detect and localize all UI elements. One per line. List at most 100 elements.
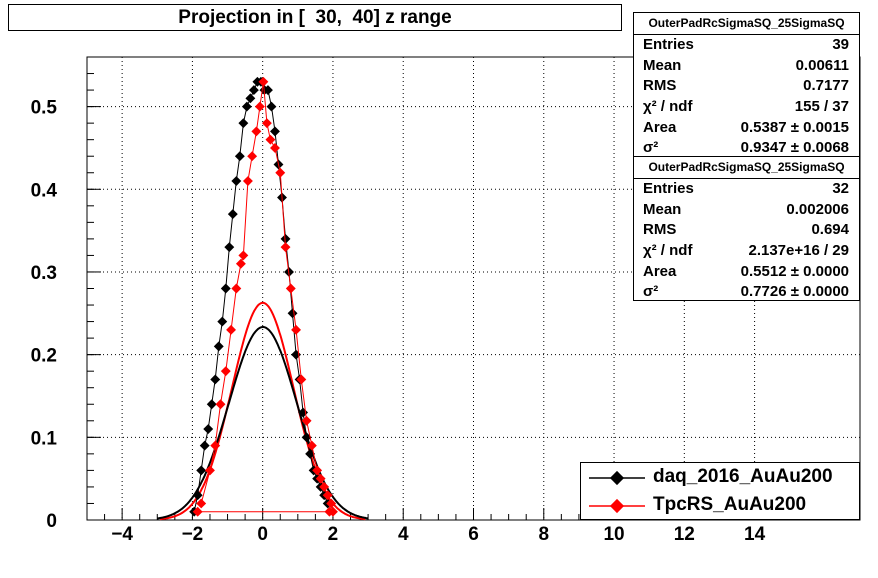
data-point-daq (301, 432, 312, 443)
data-point-tpcrs (215, 399, 226, 410)
data-point-tpcrs (280, 242, 291, 253)
stats-value: 0.00611 (795, 56, 849, 74)
stats-label: χ² / ndf (643, 242, 693, 260)
y-tick-label: 0.1 (31, 428, 58, 449)
stats-label: σ² (643, 283, 659, 301)
stats-label: Mean (643, 200, 682, 218)
stats-value: 0.9347 ± 0.0068 (740, 139, 849, 157)
data-point-daq (213, 341, 224, 352)
data-point-tpcrs (291, 324, 302, 335)
stats-value: 0.694 (811, 221, 849, 239)
data-point-daq (287, 308, 298, 319)
stats-header: OuterPadRcSigmaSQ_25SigmaSQ (634, 13, 859, 35)
stats-value: 39 (832, 36, 849, 53)
data-point-tpcrs (296, 374, 307, 385)
x-tick-label: 8 (538, 524, 549, 545)
data-point-tpcrs (322, 490, 333, 501)
legend-marker-daq (589, 470, 645, 486)
stats-value: 0.7177 (803, 77, 849, 95)
data-point-tpcrs (247, 151, 258, 162)
data-point-daq (199, 440, 210, 451)
stats-label: Area (643, 118, 677, 136)
data-point-daq (241, 101, 252, 112)
data-point-tpcrs (231, 283, 242, 294)
legend: daq_2016_AuAu200 TpcRS_AuAu200 (580, 462, 860, 520)
x-tick-label: 6 (468, 524, 479, 545)
stats-label: Entries (643, 180, 694, 197)
x-tick-label: −4 (111, 524, 133, 545)
data-point-tpcrs (312, 465, 323, 476)
data-point-daq (248, 85, 259, 96)
stats-label: Mean (643, 56, 682, 74)
data-point-daq (206, 399, 217, 410)
data-point-daq (203, 424, 214, 435)
stats-value: 155 / 37 (794, 98, 849, 116)
y-tick-label: 0.4 (31, 180, 58, 201)
x-tick-label: 10 (603, 524, 624, 545)
data-point-daq (280, 233, 291, 244)
legend-label-tpcrs: TpcRS_AuAu200 (653, 494, 807, 515)
x-tick-label: 2 (328, 524, 339, 545)
x-tick-label: 4 (398, 524, 409, 545)
data-point-daq (305, 448, 316, 459)
stats-value: 0.5512 ± 0.0000 (740, 262, 849, 280)
data-point-tpcrs (210, 440, 221, 451)
legend-label-daq: daq_2016_AuAu200 (653, 466, 833, 487)
data-point-tpcrs (285, 283, 296, 294)
data-point-tpcrs (242, 176, 253, 186)
data-point-tpcrs (226, 324, 237, 335)
stats-box-tpcrs: OuterPadRcSigmaSQ_25SigmaSQ Entries 32 Me… (633, 156, 860, 302)
x-tick-label: 12 (674, 524, 695, 545)
data-point-tpcrs (306, 440, 317, 451)
stats-label: RMS (643, 221, 677, 239)
stats-label: Area (643, 262, 677, 280)
x-tick-label: −2 (182, 524, 204, 545)
y-tick-label: 0.2 (31, 346, 57, 367)
stats-value: 0.5387 ± 0.0015 (740, 118, 849, 136)
stats-value: 32 (832, 180, 849, 197)
stats-label: RMS (643, 77, 677, 95)
stats-header: OuterPadRcSigmaSQ_25SigmaSQ (634, 157, 859, 179)
data-point-tpcrs (235, 258, 246, 269)
data-point-tpcrs (301, 415, 312, 426)
stats-value: 2.137e+16 / 29 (748, 242, 849, 260)
data-point-daq (234, 151, 245, 162)
data-point-tpcrs (326, 498, 337, 509)
legend-entry-tpcrs: TpcRS_AuAu200 (581, 491, 859, 519)
stats-label: σ² (643, 139, 659, 157)
data-point-daq (238, 118, 249, 129)
y-tick-label: 0.5 (31, 98, 58, 119)
data-point-daq (196, 465, 207, 476)
data-point-daq (220, 283, 231, 294)
data-point-daq (231, 176, 242, 186)
data-point-daq (227, 209, 238, 220)
data-point-tpcrs (192, 506, 203, 517)
data-point-tpcrs (220, 366, 231, 377)
data-point-daq (245, 93, 256, 104)
data-point-tpcrs (265, 134, 276, 145)
data-point-tpcrs (275, 167, 286, 178)
data-point-daq (210, 374, 221, 385)
x-tick-label: 0 (257, 524, 268, 545)
legend-marker-tpcrs (589, 498, 645, 514)
data-point-daq (224, 242, 235, 253)
stats-label: χ² / ndf (643, 98, 693, 116)
data-point-tpcrs (196, 498, 207, 509)
stats-value: 0.7726 ± 0.0000 (740, 283, 849, 301)
stats-label: Entries (643, 36, 694, 53)
x-tick-label: 14 (744, 524, 766, 545)
data-point-tpcrs (205, 465, 215, 476)
y-tick-label: 0.3 (31, 263, 57, 284)
data-point-tpcrs (315, 473, 326, 484)
data-points (189, 76, 338, 517)
data-point-daq (192, 490, 203, 501)
fit-curve-daq (157, 326, 369, 520)
plot-title: Projection in [ 30, 40] z range (8, 4, 622, 31)
data-point-tpcrs (238, 250, 249, 261)
y-tick-label: 0 (46, 511, 57, 532)
data-point-tpcrs (270, 142, 280, 153)
stats-box-daq: OuterPadRcSigmaSQ_25SigmaSQ Entries 39 Me… (633, 12, 860, 158)
legend-entry-daq: daq_2016_AuAu200 (581, 463, 859, 491)
data-point-daq (217, 316, 228, 327)
data-point-tpcrs (324, 506, 335, 517)
